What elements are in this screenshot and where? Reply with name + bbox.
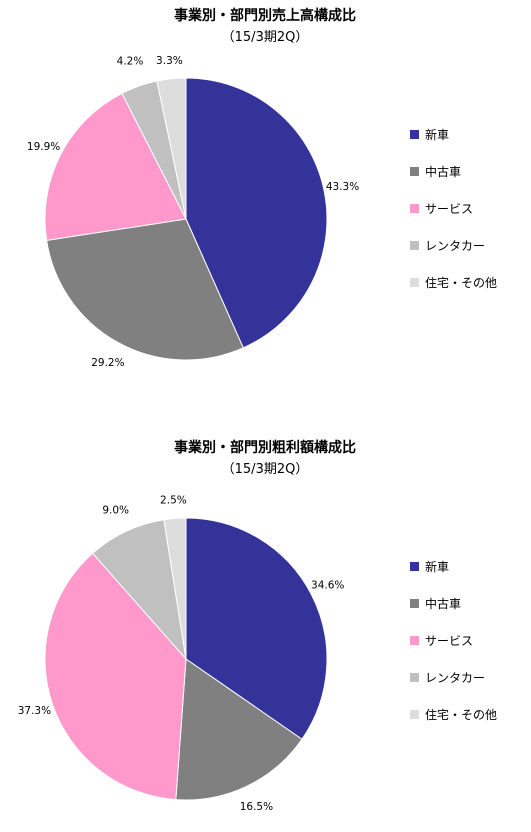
legend-label: 住宅・その他	[425, 275, 498, 290]
legend-item: 住宅・その他	[410, 702, 497, 726]
data-label: 34.6%	[311, 580, 344, 592]
pie-slice	[185, 77, 328, 349]
pie-plot: 43.3% 29.2% 19.9% 4.2% 3.3%	[27, 55, 359, 369]
chart-subtitle: （15/3期2Q）	[221, 462, 309, 477]
pie-slice	[163, 517, 187, 660]
data-label: 19.9%	[27, 141, 60, 153]
legend-swatch	[410, 598, 419, 608]
legend: 新車中古車サービスレンタカー住宅・その他	[410, 554, 497, 739]
data-label: 9.0%	[102, 505, 129, 517]
legend-swatch	[410, 635, 419, 645]
pie-slice	[175, 658, 303, 801]
legend-swatch	[410, 709, 419, 719]
legend-swatch	[410, 240, 419, 250]
pie-slice	[44, 92, 187, 241]
pie-slice	[91, 519, 187, 661]
pie-slice	[46, 218, 244, 361]
legend-item: レンタカー	[410, 233, 497, 257]
pie-plot: 34.6% 16.5% 37.3% 9.0% 2.5%	[18, 495, 345, 814]
data-label: 37.3%	[18, 705, 51, 717]
legend-item: サービス	[410, 196, 497, 220]
data-label: 3.3%	[156, 55, 183, 67]
legend-item: 住宅・その他	[410, 270, 497, 294]
chart-title: 事業別・部門別売上高構成比	[174, 8, 356, 24]
legend-swatch	[410, 561, 419, 571]
chart-subtitle: （15/3期2Q）	[221, 30, 309, 45]
legend-item: 新車	[410, 554, 497, 578]
data-label: 2.5%	[160, 495, 187, 507]
sales-composition-chart: 事業別・部門別売上高構成比 （15/3期2Q） 43.3% 29.2% 19.9% 4…	[0, 0, 531, 400]
legend-swatch	[410, 166, 419, 176]
legend-swatch	[410, 277, 419, 287]
legend-label: サービス	[425, 633, 474, 648]
legend-item: レンタカー	[410, 665, 497, 689]
legend-label: サービス	[425, 201, 474, 216]
legend-label: 中古車	[425, 596, 462, 611]
legend-item: 中古車	[410, 159, 497, 183]
gross-profit-composition-chart: 事業別・部門別粗利額構成比 （15/3期2Q） 34.6% 16.5% 37.3% 9…	[0, 432, 531, 832]
data-label: 29.2%	[91, 357, 124, 369]
data-label: 43.3%	[326, 181, 359, 193]
pie-slice	[185, 517, 328, 740]
data-label: 16.5%	[240, 801, 273, 813]
data-label: 4.2%	[117, 56, 144, 68]
legend-label: 中古車	[425, 164, 462, 179]
legend-label: レンタカー	[425, 238, 486, 253]
legend-swatch	[410, 672, 419, 682]
legend-swatch	[410, 129, 419, 139]
legend-label: 新車	[425, 127, 450, 142]
pie-slice	[156, 77, 187, 220]
legend-item: 新車	[410, 122, 497, 146]
pie-slice	[44, 552, 187, 801]
legend: 新車中古車サービスレンタカー住宅・その他	[410, 122, 497, 307]
legend-item: サービス	[410, 628, 497, 652]
legend-label: 新車	[425, 559, 450, 574]
legend-label: 住宅・その他	[425, 707, 498, 722]
chart-title: 事業別・部門別粗利額構成比	[174, 440, 356, 456]
legend-item: 中古車	[410, 591, 497, 615]
legend-swatch	[410, 203, 419, 213]
legend-label: レンタカー	[425, 670, 486, 685]
